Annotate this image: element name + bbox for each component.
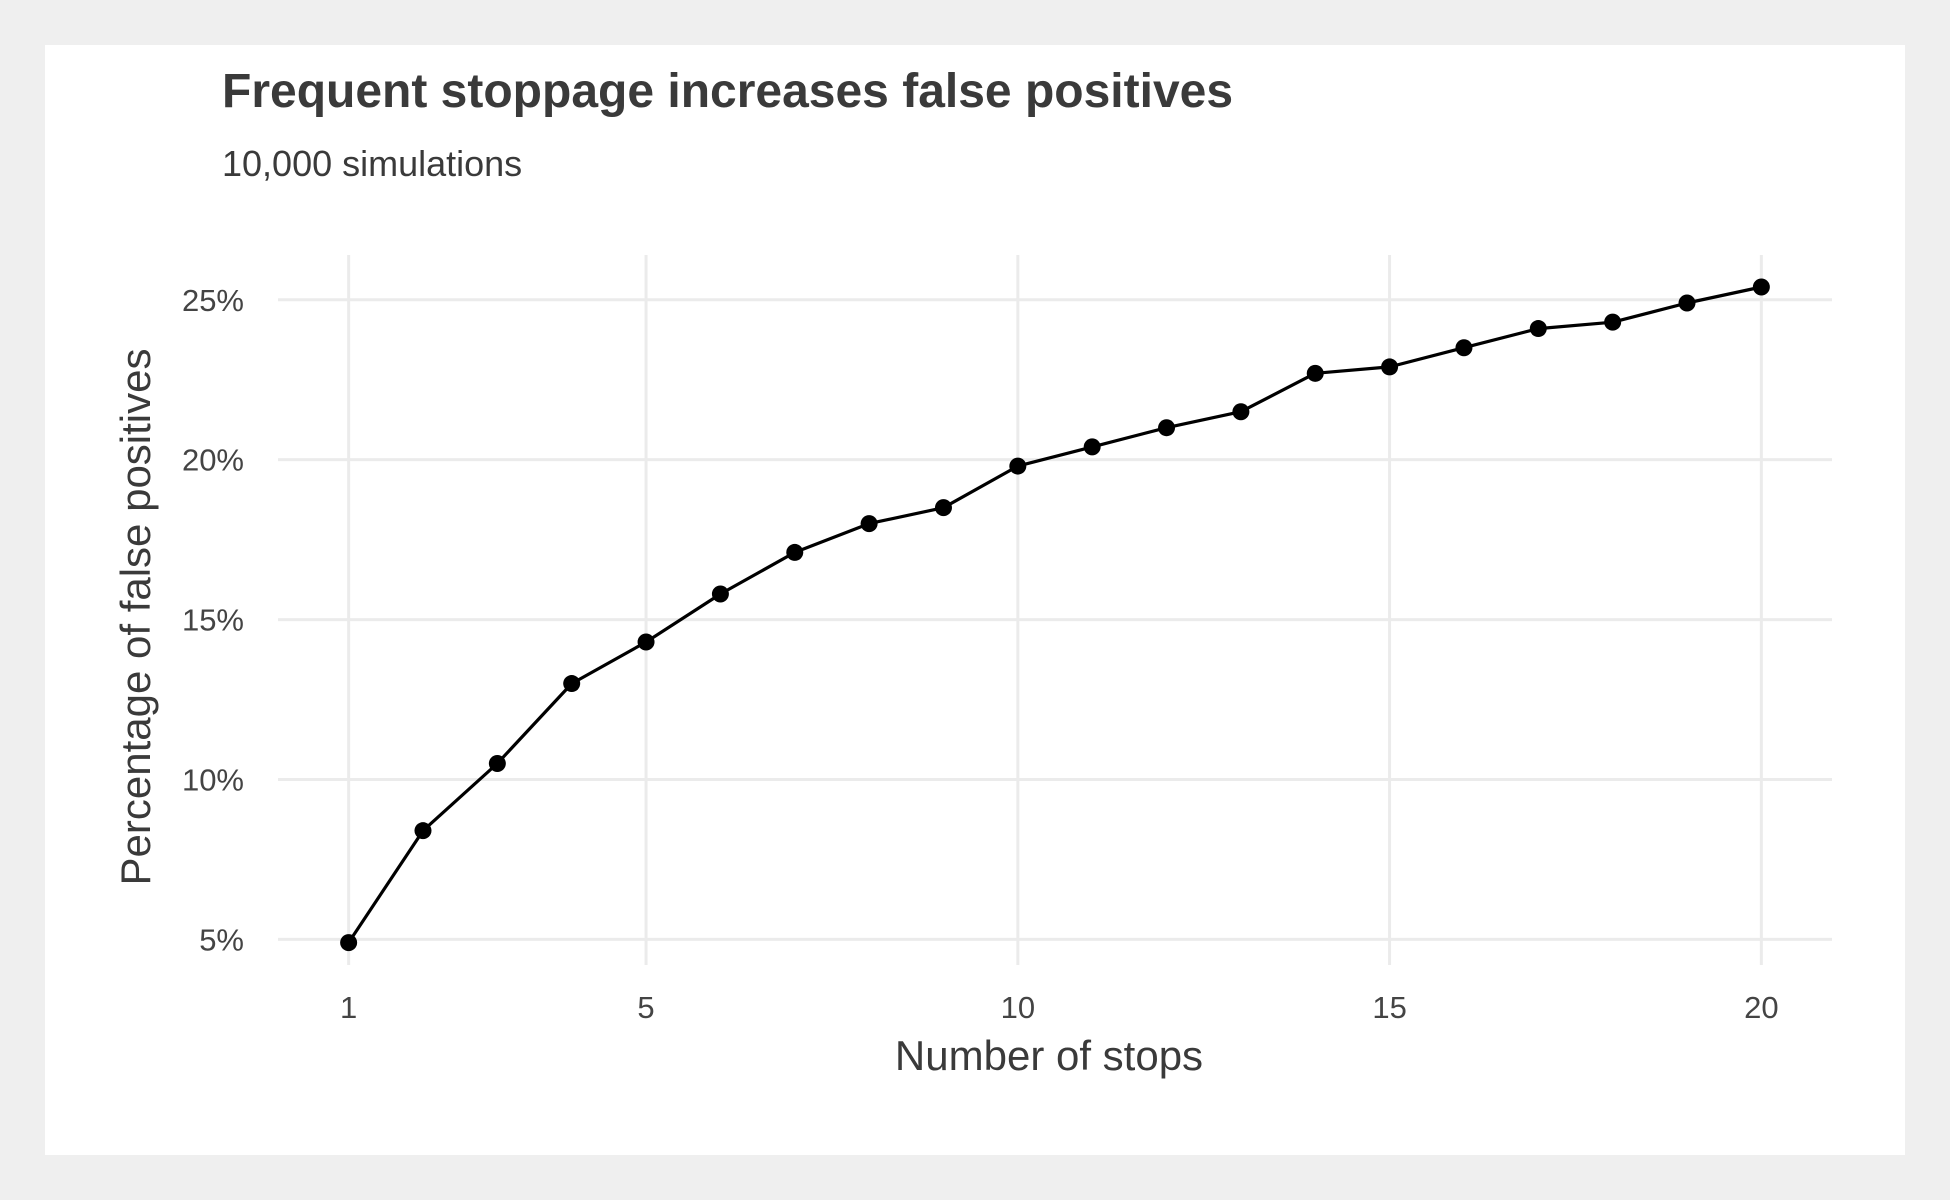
x-tick-label: 1 [340,990,357,1025]
data-point [1158,419,1176,437]
data-point [1678,294,1696,312]
data-point [563,675,581,693]
y-tick-label: 25% [182,283,244,318]
data-point [1381,358,1399,376]
series [340,278,1770,952]
data-point [1009,457,1027,475]
y-tick-label: 15% [182,603,244,638]
data-point [1232,403,1250,421]
data-point [1529,320,1547,338]
y-tick-label: 5% [199,922,244,957]
data-point [1083,438,1101,456]
chart-card [45,45,1905,1155]
data-point [414,822,432,840]
data-point [1604,313,1622,331]
data-point [786,543,804,561]
grid [278,255,1832,965]
x-axis-tick-labels: 1 5 10 15 20 [340,990,1779,1025]
data-point [340,934,358,952]
x-tick-label: 5 [637,990,654,1025]
series-line [347,285,1762,944]
x-tick-label: 10 [1001,990,1035,1025]
data-point [1455,339,1473,357]
data-point [488,755,506,773]
y-axis-tick-labels: 5% 10% 15% 20% 25% [182,283,244,958]
chart-subtitle: 10,000 simulations [222,143,523,184]
data-point [860,515,878,533]
data-point [1752,278,1770,296]
y-tick-label: 20% [182,443,244,478]
x-tick-label: 15 [1372,990,1406,1025]
data-point [711,585,729,603]
data-point [934,499,952,517]
y-axis-title: Percentage of false positives [112,349,159,886]
data-point [1306,364,1324,382]
x-axis-title: Number of stops [895,1032,1203,1079]
y-tick-label: 10% [182,763,244,798]
chart-title: Frequent stoppage increases false positi… [222,65,1234,118]
x-tick-label: 20 [1744,990,1778,1025]
data-point [637,633,655,651]
